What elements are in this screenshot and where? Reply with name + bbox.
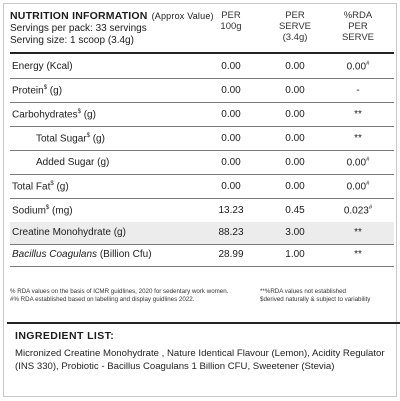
ingredient-section: INGREDIENT LIST: Micronized Creatine Mon… [7, 322, 400, 401]
row-divider [10, 102, 394, 103]
nutrient-name: Protein$ (g) [12, 85, 63, 97]
nutrient-name: Carbohydrates$ (g) [12, 109, 96, 121]
row-divider [10, 198, 394, 199]
nutrient-rda: 0.00# [346, 181, 370, 193]
nutrient-row: Protein$ (g) 0.00 0.00 - [10, 80, 394, 102]
nutrient-name: Sodium$ (mg) [12, 205, 73, 217]
row-divider [10, 150, 394, 151]
nutrient-row: Total Fat$ (g) 0.00 0.00 0.00# [10, 176, 394, 198]
nutrient-rda: 0.00# [346, 157, 370, 169]
nutrient-per-100g: 0.00 [221, 133, 241, 144]
nutrient-name: Total Sugar$ (g) [36, 133, 105, 145]
serving-size: Serving size: 1 scoop (3.4g) [10, 35, 134, 46]
nutrient-per-100g: 88.23 [218, 227, 244, 238]
nutrient-per-serve: 0.00 [285, 109, 305, 120]
nutrient-rda: 0.023# [343, 205, 373, 217]
nutrient-per-100g: 28.99 [218, 249, 244, 260]
nutrient-per-100g: 0.00 [221, 157, 241, 168]
nutrient-name: Bacillus Coagulans (Billion Cfu) [12, 249, 152, 260]
nutrient-per-serve: 1.00 [285, 249, 305, 260]
nutrient-per-serve: 3.00 [285, 227, 305, 238]
nutrient-row: Carbohydrates$ (g) 0.00 0.00 ** [10, 104, 394, 126]
nutrient-per-100g: 0.00 [221, 181, 241, 192]
nutrient-per-serve: 0.00 [285, 157, 305, 168]
nutrient-per-100g: 13.23 [218, 205, 244, 216]
row-divider [10, 266, 394, 267]
nutrition-label: NUTRITION INFORMATION (Approx Value) Serv… [3, 3, 400, 397]
nutrient-row: Sodium$ (mg) 13.23 0.45 0.023# [10, 200, 394, 222]
row-divider [10, 174, 394, 175]
nutrient-rda: ** [354, 133, 362, 144]
nutrient-per-serve: 0.00 [285, 85, 305, 96]
nutrient-per-100g: 0.00 [221, 61, 241, 72]
nutrient-name: Energy (Kcal) [12, 61, 73, 72]
nutrient-name: Creatine Monohydrate (g) [12, 227, 126, 238]
col-rda: %RDA PER SERVE [341, 10, 375, 43]
servings-per-pack: Servings per pack: 33 servings [10, 23, 147, 34]
nutrient-name: Added Sugar (g) [36, 157, 110, 168]
nutrient-per-serve: 0.00 [285, 61, 305, 72]
col-per-serve: PER SERVE (3.4g) [278, 10, 312, 43]
header-rule [10, 52, 394, 54]
ingredient-text: Micronized Creatine Monohydrate , Nature… [15, 348, 385, 372]
nutrient-name: Total Fat$ (g) [12, 181, 69, 193]
nutrient-per-serve: 0.00 [285, 181, 305, 192]
nutrient-row: Total Sugar$ (g) 0.00 0.00 ** [10, 128, 394, 150]
col-per-100g: PER 100g [220, 10, 242, 32]
row-divider [10, 126, 394, 127]
footnotes-right: **%RDA values not established $derived na… [260, 288, 371, 303]
nutrient-row: Creatine Monohydrate (g) 88.23 3.00 ** [10, 222, 394, 244]
nutrient-rda: ** [354, 227, 362, 238]
row-divider [10, 244, 394, 245]
row-divider [10, 78, 394, 79]
footnotes-left: % RDA values on the basis of ICMR guidli… [10, 288, 229, 303]
nutrient-rda: ** [354, 249, 362, 260]
nutrient-per-100g: 0.00 [221, 85, 241, 96]
nutrient-rda: 0.00# [346, 61, 370, 73]
ingredient-title: INGREDIENT LIST: [15, 330, 115, 342]
nutrient-row: Energy (Kcal) 0.00 0.00 0.00# [10, 56, 394, 78]
nutrition-table: NUTRITION INFORMATION (Approx Value) Serv… [10, 4, 394, 308]
nutrient-per-serve: 0.45 [285, 205, 305, 216]
nutrient-rda: - [356, 85, 360, 96]
nutrient-per-serve: 0.00 [285, 133, 305, 144]
nutrition-title: NUTRITION INFORMATION (Approx Value) [10, 10, 214, 22]
nutrient-row: Added Sugar (g) 0.00 0.00 0.00# [10, 152, 394, 174]
nutrient-per-100g: 0.00 [221, 109, 241, 120]
nutrient-rda: ** [354, 109, 362, 120]
nutrient-row: Bacillus Coagulans (Billion Cfu) 28.99 1.0… [10, 244, 394, 266]
